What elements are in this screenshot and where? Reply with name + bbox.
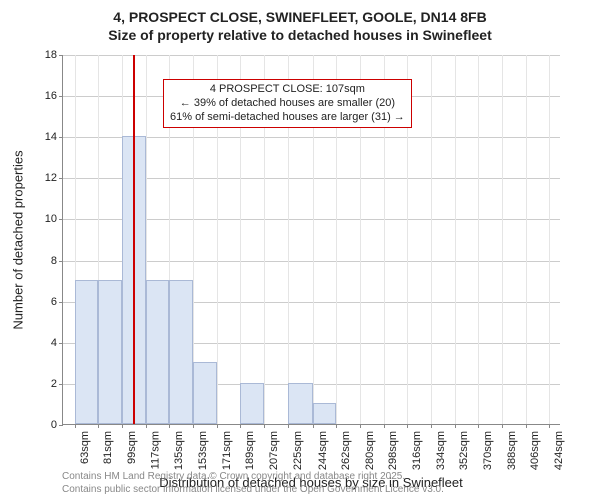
x-tick-mark: [288, 424, 289, 428]
histogram-bar: [193, 362, 217, 424]
x-tick-mark: [146, 424, 147, 428]
footer-line-2: Contains public sector information licen…: [62, 484, 444, 497]
gridline-vertical: [455, 55, 456, 424]
title-line-1: 4, PROSPECT CLOSE, SWINEFLEET, GOOLE, DN…: [0, 8, 600, 26]
histogram-bar: [75, 280, 99, 424]
x-tick-label: 63sqm: [79, 431, 91, 464]
x-tick-mark: [455, 424, 456, 428]
x-tick-label: 352sqm: [459, 431, 471, 470]
x-tick-label: 334sqm: [435, 431, 447, 470]
x-tick-mark: [240, 424, 241, 428]
x-tick-mark: [75, 424, 76, 428]
chart-area: 02468101214161863sqm81sqm99sqm117sqm135s…: [62, 55, 560, 425]
annotation-line-2: ← 39% of detached houses are smaller (20…: [170, 97, 405, 111]
x-tick-mark: [384, 424, 385, 428]
gridline-horizontal: [63, 55, 560, 56]
x-tick-mark: [407, 424, 408, 428]
y-tick-label: 6: [51, 296, 63, 308]
title-line-2: Size of property relative to detached ho…: [0, 26, 600, 44]
footer-line-1: Contains HM Land Registry data © Crown c…: [62, 471, 444, 484]
y-tick-label: 2: [51, 378, 63, 390]
x-tick-mark: [169, 424, 170, 428]
gridline-vertical: [478, 55, 479, 424]
x-tick-mark: [526, 424, 527, 428]
x-tick-label: 189sqm: [244, 431, 256, 470]
x-tick-label: 99sqm: [126, 431, 138, 464]
x-tick-mark: [98, 424, 99, 428]
plot-region: 02468101214161863sqm81sqm99sqm117sqm135s…: [62, 55, 560, 425]
y-tick-label: 8: [51, 255, 63, 267]
x-tick-label: 244sqm: [317, 431, 329, 470]
x-tick-label: 406sqm: [530, 431, 542, 470]
x-tick-label: 81sqm: [102, 431, 114, 464]
annotation-box: 4 PROSPECT CLOSE: 107sqm← 39% of detache…: [163, 79, 412, 128]
histogram-bar: [169, 280, 193, 424]
x-tick-mark: [478, 424, 479, 428]
x-tick-label: 262sqm: [340, 431, 352, 470]
gridline-vertical: [549, 55, 550, 424]
gridline-vertical: [502, 55, 503, 424]
gridline-vertical: [431, 55, 432, 424]
histogram-bar: [146, 280, 170, 424]
x-tick-mark: [264, 424, 265, 428]
x-tick-label: 207sqm: [268, 431, 280, 470]
y-tick-label: 4: [51, 337, 63, 349]
x-tick-mark: [336, 424, 337, 428]
x-tick-mark: [217, 424, 218, 428]
histogram-bar: [98, 280, 122, 424]
y-tick-label: 0: [51, 419, 63, 431]
x-tick-mark: [122, 424, 123, 428]
x-tick-mark: [193, 424, 194, 428]
x-tick-label: 225sqm: [292, 431, 304, 470]
y-tick-label: 12: [45, 172, 63, 184]
x-tick-mark: [502, 424, 503, 428]
property-marker-line: [133, 55, 135, 424]
x-tick-mark: [313, 424, 314, 428]
x-tick-label: 280sqm: [364, 431, 376, 470]
y-tick-label: 18: [45, 49, 63, 61]
x-tick-label: 117sqm: [150, 431, 162, 469]
x-tick-label: 370sqm: [482, 431, 494, 470]
x-tick-mark: [431, 424, 432, 428]
annotation-line-3: 61% of semi-detached houses are larger (…: [170, 111, 405, 125]
histogram-bar: [313, 403, 337, 424]
x-tick-mark: [360, 424, 361, 428]
gridline-vertical: [526, 55, 527, 424]
x-tick-label: 424sqm: [553, 431, 565, 470]
y-tick-label: 10: [45, 213, 63, 225]
y-tick-label: 14: [45, 131, 63, 143]
x-tick-mark: [549, 424, 550, 428]
chart-title: 4, PROSPECT CLOSE, SWINEFLEET, GOOLE, DN…: [0, 0, 600, 44]
y-tick-label: 16: [45, 90, 63, 102]
histogram-bar: [240, 383, 264, 424]
x-tick-label: 135sqm: [173, 431, 185, 470]
histogram-bar: [288, 383, 313, 424]
footer-attribution: Contains HM Land Registry data © Crown c…: [62, 471, 444, 496]
x-tick-label: 153sqm: [197, 431, 209, 470]
y-axis-label: Number of detached properties: [11, 150, 26, 329]
x-tick-label: 388sqm: [506, 431, 518, 470]
x-tick-label: 316sqm: [411, 431, 423, 470]
annotation-line-1: 4 PROSPECT CLOSE: 107sqm: [170, 83, 405, 97]
x-tick-label: 298sqm: [388, 431, 400, 470]
x-tick-label: 171sqm: [221, 431, 233, 470]
